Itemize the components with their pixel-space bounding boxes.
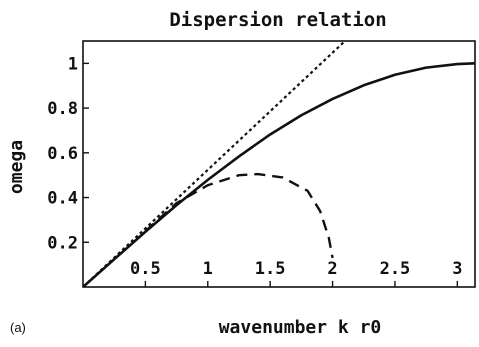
y-tick-label: 0.4: [47, 189, 78, 209]
chart-title: Dispersion relation: [169, 9, 386, 31]
x-tick-label: 2: [327, 259, 337, 279]
y-tick-label: 0.2: [47, 233, 78, 253]
panel-label: (a): [10, 320, 26, 335]
x-tick-label: 1.5: [255, 259, 286, 279]
x-tick-label: 2.5: [380, 259, 411, 279]
x-tick-label: 0.5: [130, 259, 161, 279]
y-axis-label: omega: [6, 140, 27, 194]
x-tick-label: 1: [203, 259, 213, 279]
series-line-dashed: [144, 172, 334, 259]
tick-layer: 0.5 1 1.5 2 2.5 3 0.2 0.4 0.6 0.8 1: [47, 54, 462, 287]
x-tick-label: 3: [452, 259, 462, 279]
y-tick-label: 1: [68, 54, 78, 74]
x-axis-label: wavenumber k r0: [219, 317, 382, 338]
plot-frame: [82, 40, 476, 288]
y-tick-label: 0.8: [47, 99, 78, 119]
y-tick-label: 0.6: [47, 144, 78, 164]
series-line-solid: [83, 62, 475, 287]
series-line-dotted: [83, 41, 346, 287]
plot-area: [83, 41, 475, 287]
